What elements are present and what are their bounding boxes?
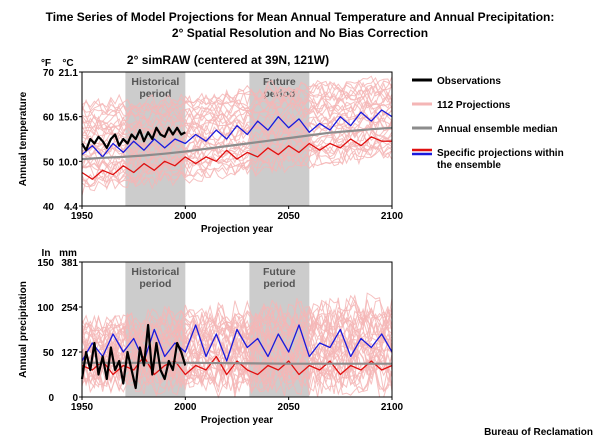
historical-period-label: Historical [131, 266, 179, 278]
projection-line [81, 101, 393, 138]
ensemble-median-line [82, 361, 392, 365]
historical-period-label: period [139, 88, 171, 100]
projection-line [81, 143, 393, 187]
x-tick-label: 2100 [381, 402, 404, 413]
y-unit-secondary: mm [59, 248, 77, 259]
projection-line [81, 104, 393, 143]
projection-line [81, 130, 393, 173]
y-tick-label: 70 [43, 68, 55, 79]
y-tick-label-secondary: 15.6 [59, 113, 79, 124]
projection-line [81, 315, 393, 355]
figure-title-line1: Time Series of Model Projections for Mea… [46, 10, 555, 24]
projection-line [81, 108, 393, 149]
y-tick-label: 0 [48, 393, 54, 404]
future-period-label: Future [263, 76, 296, 88]
x-tick-label: 2000 [174, 402, 197, 413]
historical-period-label: Historical [131, 76, 179, 88]
y-axis-label: Annual temperature [18, 91, 29, 186]
y-tick-label-secondary: 4.4 [64, 202, 78, 213]
blue-projection-line [81, 324, 393, 362]
y-tick-label: 50 [43, 348, 55, 359]
y-unit-primary: In [42, 248, 51, 259]
red-projection-line [81, 136, 392, 180]
projection-line [81, 75, 393, 113]
projection-line [81, 316, 393, 357]
credit-text: Bureau of Reclamation [484, 427, 593, 438]
y-tick-label-secondary: 0 [72, 393, 78, 404]
y-tick-label: 40 [43, 202, 55, 213]
y-unit-primary: °F [41, 58, 51, 69]
y-tick-label: 150 [37, 258, 54, 269]
plot-frame [81, 71, 393, 207]
x-tick-label: 2050 [278, 211, 301, 222]
y-tick-label-secondary: 21.1 [59, 68, 79, 79]
y-tick-label-secondary: 10.0 [59, 157, 79, 168]
x-tick-label: 2050 [278, 402, 301, 413]
y-unit-secondary: °C [62, 58, 73, 69]
legend-label: Specific projections within [437, 148, 564, 159]
y-tick-label: 60 [43, 113, 55, 124]
y-tick-label-secondary: 127 [61, 348, 78, 359]
legend-label: Observations [437, 76, 501, 87]
observations-line [80, 323, 187, 390]
figure-title-line2: 2° Spatial Resolution and No Bias Correc… [172, 26, 428, 40]
projection-line [81, 96, 393, 136]
projection-line [81, 128, 393, 170]
x-tick-label: 1950 [71, 211, 94, 222]
x-tick-label: 2100 [381, 211, 404, 222]
projection-line [81, 85, 393, 125]
x-axis-label: Projection year [201, 224, 273, 235]
future-period-label: period [263, 278, 295, 290]
y-tick-label: 50 [43, 157, 55, 168]
panel-subtitle: 2° simRAW (centered at 39N, 121W) [127, 53, 329, 67]
legend: Observations 112 Projections Annual ensemb… [412, 76, 564, 171]
legend-label: 112 Projections [437, 100, 511, 111]
projection-line [81, 303, 393, 345]
historical-period-label: period [139, 278, 171, 290]
projection-line [81, 358, 393, 391]
y-axis-label: Annual precipitation [18, 281, 29, 378]
y-tick-label: 100 [37, 303, 54, 314]
legend-label: Annual ensemble median [437, 124, 558, 135]
plot-frame [81, 261, 393, 398]
red-projection-line [81, 355, 393, 376]
y-tick-label-secondary: 254 [61, 303, 78, 314]
y-tick-label-secondary: 381 [61, 258, 78, 269]
x-tick-label: 2000 [174, 211, 197, 222]
observations-line [81, 126, 186, 152]
legend-label: the ensemble [437, 160, 501, 171]
x-axis-label: Projection year [201, 415, 273, 426]
blue-projection-line [81, 109, 393, 158]
future-period-label: Future [263, 266, 296, 278]
x-tick-label: 1950 [71, 402, 94, 413]
ensemble-median-line [81, 126, 393, 161]
projection-line [81, 292, 393, 335]
